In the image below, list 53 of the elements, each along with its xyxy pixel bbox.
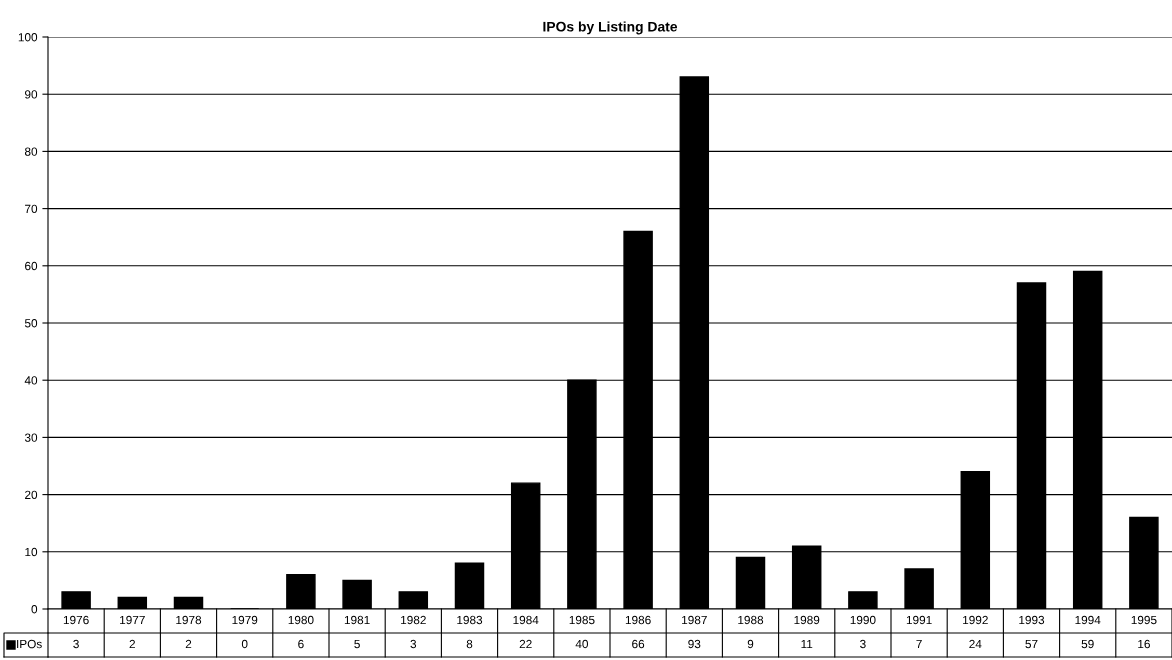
chart-title: IPOs by Listing Date xyxy=(543,21,678,35)
x-tick-label: 1994 xyxy=(1075,615,1101,625)
data-label: 11 xyxy=(801,639,813,649)
data-label: 3 xyxy=(860,639,866,649)
data-label: 2 xyxy=(129,639,135,649)
data-label: 59 xyxy=(1081,639,1094,649)
y-tick-label: 50 xyxy=(24,319,38,328)
x-tick-label: 1981 xyxy=(344,615,370,625)
x-tick-label: 1983 xyxy=(457,615,483,625)
x-tick-label: 1984 xyxy=(513,615,539,625)
data-label: 7 xyxy=(916,639,922,649)
y-tick-label: 20 xyxy=(25,490,38,499)
y-tick-label: 90 xyxy=(25,90,38,99)
x-tick-label: 1978 xyxy=(176,615,202,625)
data-label: 93 xyxy=(688,639,701,649)
data-label: 0 xyxy=(241,639,248,649)
data-label: 2 xyxy=(185,639,192,649)
y-tick-label: 10 xyxy=(25,547,38,557)
data-label: 5 xyxy=(354,639,360,649)
x-tick-label: 1979 xyxy=(232,615,258,625)
data-label: 40 xyxy=(575,639,588,649)
x-tick-label: 1986 xyxy=(625,615,651,625)
x-tick-label: 1990 xyxy=(850,615,876,625)
x-tick-label: 1995 xyxy=(1131,615,1157,625)
x-tick-label: 1976 xyxy=(63,615,89,625)
x-tick-label: 1985 xyxy=(569,615,595,625)
y-tick-label: 80 xyxy=(24,147,38,156)
x-tick-label: 1992 xyxy=(963,615,988,625)
x-tick-label: 1987 xyxy=(682,615,707,625)
x-tick-label: 1991 xyxy=(906,615,932,625)
data-label: 3 xyxy=(73,639,79,649)
data-label: 3 xyxy=(410,639,417,649)
data-label: 8 xyxy=(466,639,473,649)
data-label: 66 xyxy=(632,639,645,649)
legend-label: IPOs xyxy=(17,639,42,649)
x-tick-label: 1980 xyxy=(288,615,314,625)
data-label: 57 xyxy=(1025,639,1038,649)
data-label: 9 xyxy=(747,639,754,649)
data-label: 22 xyxy=(519,639,532,649)
data-label: 16 xyxy=(1138,639,1150,649)
y-tick-label: 0 xyxy=(31,605,38,614)
data-label: 6 xyxy=(298,639,304,649)
data-label: 24 xyxy=(969,639,982,649)
x-tick-label: 1977 xyxy=(120,615,145,625)
y-tick-label: 30 xyxy=(24,433,38,442)
y-tick-label: 60 xyxy=(25,261,38,271)
x-tick-label: 1993 xyxy=(1019,615,1045,625)
x-tick-label: 1989 xyxy=(794,615,820,625)
y-tick-label: 40 xyxy=(24,376,38,385)
x-tick-label: 1988 xyxy=(738,615,764,625)
y-tick-label: 70 xyxy=(25,204,38,213)
x-tick-label: 1982 xyxy=(401,615,426,625)
y-tick-label: 100 xyxy=(18,33,38,42)
